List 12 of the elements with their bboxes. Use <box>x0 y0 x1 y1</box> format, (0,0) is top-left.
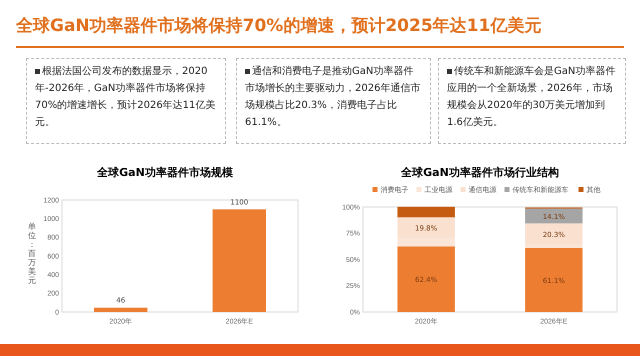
bar <box>525 223 583 245</box>
text: 根据法国公司发布的数据显示，2020年-2026年，GaN功率器件市场将保持70%的增速增长，预计2026年达11亿美元。 <box>35 66 216 128</box>
bar <box>525 208 583 224</box>
chart-title: 全球GaN功率器件市场行业结构 <box>400 166 559 179</box>
text: 全球GaN功率器件市场将保持70%的增速，预计2025年达11亿美元 <box>16 15 542 37</box>
bar <box>397 206 455 218</box>
y-axis-title: 单位：百万美元 <box>28 222 36 285</box>
text: 传统车和新能源车会是GaN功率器件应用的一个全新场景，2026年，市场规模会从2020年的30万美元增加到1.6亿美元。 <box>447 66 616 128</box>
bar <box>397 246 455 312</box>
bar <box>525 248 583 312</box>
text: 通信和消费电子是推动GaN功率器件市场增长的主要驱动力，2026年通信市场规模占比20.3%，消费电子占比61.1%。 <box>245 66 420 128</box>
chart-title: 全球GaN功率器件市场规模 <box>96 166 234 179</box>
